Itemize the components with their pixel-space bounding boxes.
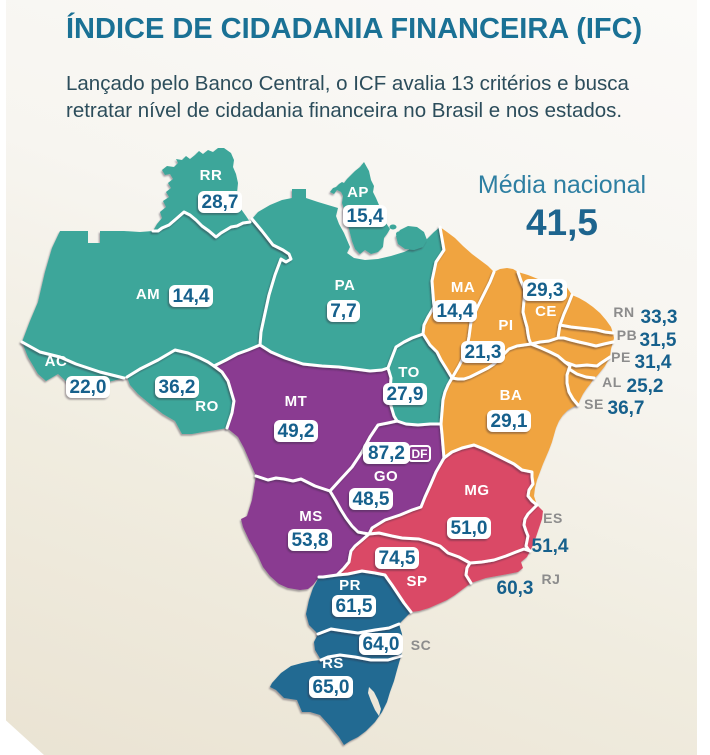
svg-text:29,1: 29,1 [491, 411, 528, 432]
svg-text:51,4: 51,4 [532, 536, 569, 557]
svg-text:AL: AL [602, 374, 622, 390]
svg-text:RR: RR [200, 167, 223, 184]
svg-text:15,4: 15,4 [347, 206, 384, 227]
svg-text:PA: PA [335, 277, 356, 294]
svg-text:RN: RN [613, 304, 634, 320]
svg-text:SC: SC [411, 637, 431, 653]
svg-text:31,5: 31,5 [640, 330, 677, 351]
svg-text:29,3: 29,3 [527, 280, 564, 301]
svg-text:AC: AC [45, 353, 68, 370]
svg-text:AP: AP [347, 184, 369, 201]
svg-text:GO: GO [374, 468, 398, 485]
svg-text:36,2: 36,2 [159, 377, 196, 398]
svg-text:RS: RS [322, 655, 344, 672]
svg-text:SP: SP [406, 573, 427, 590]
svg-text:RJ: RJ [542, 571, 561, 587]
svg-text:14,4: 14,4 [437, 301, 474, 322]
svg-text:MT: MT [285, 393, 308, 410]
svg-text:TO: TO [398, 364, 420, 381]
svg-text:28,7: 28,7 [202, 192, 239, 213]
svg-text:27,9: 27,9 [387, 384, 424, 405]
svg-text:AM: AM [136, 286, 160, 303]
svg-text:BA: BA [500, 387, 523, 404]
svg-text:87,2: 87,2 [368, 443, 405, 464]
svg-text:14,4: 14,4 [173, 286, 210, 307]
svg-text:MA: MA [451, 279, 475, 296]
svg-text:PI: PI [498, 317, 513, 334]
svg-text:65,0: 65,0 [313, 677, 350, 698]
svg-text:PB: PB [617, 327, 637, 343]
svg-text:25,2: 25,2 [627, 376, 664, 397]
svg-text:7,7: 7,7 [330, 301, 356, 322]
svg-text:61,5: 61,5 [336, 596, 373, 617]
svg-text:64,0: 64,0 [363, 634, 400, 655]
svg-text:PR: PR [339, 577, 361, 594]
svg-text:SE: SE [584, 396, 604, 412]
svg-text:60,3: 60,3 [497, 578, 534, 599]
svg-text:49,2: 49,2 [278, 421, 315, 442]
svg-text:74,5: 74,5 [379, 548, 416, 569]
svg-text:DF: DF [412, 447, 428, 461]
svg-text:ES: ES [543, 510, 563, 526]
svg-text:31,4: 31,4 [635, 352, 672, 373]
svg-text:36,7: 36,7 [608, 398, 645, 419]
svg-text:21,3: 21,3 [465, 342, 502, 363]
svg-text:MS: MS [299, 508, 323, 525]
svg-text:MG: MG [464, 482, 489, 499]
svg-text:53,8: 53,8 [292, 530, 329, 551]
svg-text:48,5: 48,5 [353, 489, 390, 510]
svg-text:CE: CE [535, 303, 557, 320]
svg-text:33,3: 33,3 [641, 307, 678, 328]
svg-text:51,0: 51,0 [451, 518, 488, 539]
svg-text:22,0: 22,0 [70, 377, 107, 398]
svg-text:RO: RO [195, 398, 219, 415]
svg-text:PE: PE [611, 349, 631, 365]
